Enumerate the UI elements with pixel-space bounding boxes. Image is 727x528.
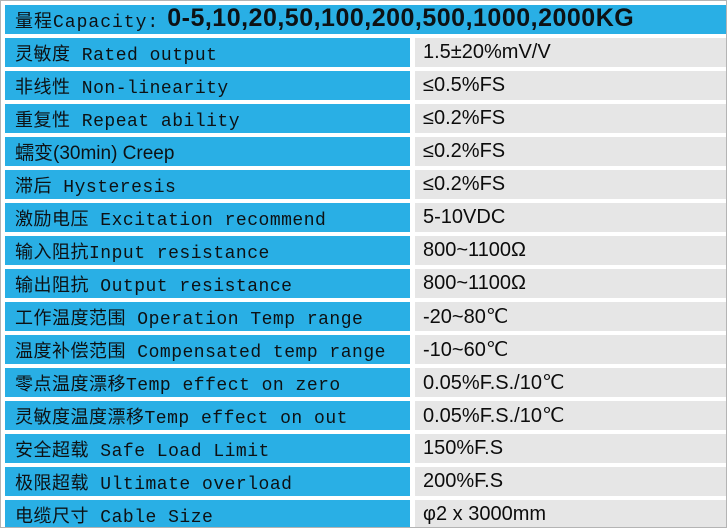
spec-value-cable-size: φ2 x 3000mm (415, 500, 726, 527)
spec-label-creep: 蠕变(30min) Creep (5, 137, 410, 166)
spec-label-cable-size: 电缆尺寸 Cable Size (5, 500, 410, 527)
spec-value-operation-temp: -20~80℃ (415, 302, 726, 331)
capacity-header-values: 0-5,10,20,50,100,200,500,1000,2000KG (167, 5, 635, 32)
spec-value-output-resistance: 800~1100Ω (415, 269, 726, 298)
spec-value-repeatability: ≤0.2%FS (415, 104, 726, 133)
spec-label-repeatability: 重复性 Repeat ability (5, 104, 410, 133)
table-row: 灵敏度温度漂移Temp effect on out 0.05%F.S./10℃ (1, 401, 726, 430)
spec-label-temp-effect-zero: 零点温度漂移Temp effect on zero (5, 368, 410, 397)
capacity-header-row: 量程Capacity: 0-5,10,20,50,100,200,500,100… (1, 5, 726, 34)
spec-value-rated-output: 1.5±20%mV/V (415, 38, 726, 67)
spec-value-temp-effect-out: 0.05%F.S./10℃ (415, 401, 726, 430)
table-row: 温度补偿范围 Compensated temp range -10~60℃ (1, 335, 726, 364)
spec-label-ultimate-overload: 极限超载 Ultimate overload (5, 467, 410, 496)
spec-label-excitation: 激励电压 Excitation recommend (5, 203, 410, 232)
spec-value-temp-effect-zero: 0.05%F.S./10℃ (415, 368, 726, 397)
table-row: 极限超载 Ultimate overload 200%F.S (1, 467, 726, 496)
table-row: 灵敏度 Rated output 1.5±20%mV/V (1, 38, 726, 67)
spec-label-safe-load: 安全超载 Safe Load Limit (5, 434, 410, 463)
spec-value-input-resistance: 800~1100Ω (415, 236, 726, 265)
spec-label-compensated-temp: 温度补偿范围 Compensated temp range (5, 335, 410, 364)
spec-label-output-resistance: 输出阻抗 Output resistance (5, 269, 410, 298)
table-row: 安全超载 Safe Load Limit 150%F.S (1, 434, 726, 463)
spec-value-hysteresis: ≤0.2%FS (415, 170, 726, 199)
spec-value-non-linearity: ≤0.5%FS (415, 71, 726, 100)
spec-value-ultimate-overload: 200%F.S (415, 467, 726, 496)
table-row: 电缆尺寸 Cable Size φ2 x 3000mm (1, 500, 726, 527)
spec-label-temp-effect-out: 灵敏度温度漂移Temp effect on out (5, 401, 410, 430)
capacity-header-cell: 量程Capacity: 0-5,10,20,50,100,200,500,100… (5, 5, 726, 34)
spec-value-excitation: 5-10VDC (415, 203, 726, 232)
table-row: 重复性 Repeat ability ≤0.2%FS (1, 104, 726, 133)
table-row: 非线性 Non-linearity ≤0.5%FS (1, 71, 726, 100)
spec-label-operation-temp: 工作温度范围 Operation Temp range (5, 302, 410, 331)
table-row: 输入阻抗Input resistance 800~1100Ω (1, 236, 726, 265)
spec-label-input-resistance: 输入阻抗Input resistance (5, 236, 410, 265)
table-row: 滞后 Hysteresis ≤0.2%FS (1, 170, 726, 199)
spec-label-non-linearity: 非线性 Non-linearity (5, 71, 410, 100)
spec-label-hysteresis: 滞后 Hysteresis (5, 170, 410, 199)
table-row: 激励电压 Excitation recommend 5-10VDC (1, 203, 726, 232)
spec-value-safe-load: 150%F.S (415, 434, 726, 463)
spec-value-creep: ≤0.2%FS (415, 137, 726, 166)
spec-value-compensated-temp: -10~60℃ (415, 335, 726, 364)
table-row: 蠕变(30min) Creep ≤0.2%FS (1, 137, 726, 166)
table-row: 零点温度漂移Temp effect on zero 0.05%F.S./10℃ (1, 368, 726, 397)
capacity-header-label: 量程Capacity: (15, 12, 160, 33)
table-row: 输出阻抗 Output resistance 800~1100Ω (1, 269, 726, 298)
spec-label-rated-output: 灵敏度 Rated output (5, 38, 410, 67)
table-row: 工作温度范围 Operation Temp range -20~80℃ (1, 302, 726, 331)
